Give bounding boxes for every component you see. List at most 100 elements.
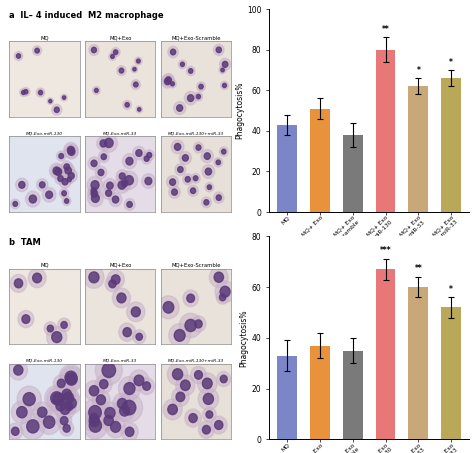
Text: a  IL– 4 induced  M2 macrophage: a IL– 4 induced M2 macrophage <box>9 11 164 20</box>
Circle shape <box>88 187 101 201</box>
Circle shape <box>221 68 224 72</box>
Circle shape <box>110 54 114 58</box>
Circle shape <box>215 420 223 429</box>
Circle shape <box>187 294 194 303</box>
Circle shape <box>181 380 190 390</box>
Circle shape <box>55 399 75 420</box>
Circle shape <box>95 166 107 179</box>
Circle shape <box>95 356 122 385</box>
Circle shape <box>89 44 99 55</box>
Circle shape <box>134 82 138 87</box>
Circle shape <box>117 66 126 76</box>
Circle shape <box>126 157 133 165</box>
Circle shape <box>178 60 186 69</box>
Circle shape <box>52 104 62 115</box>
Circle shape <box>207 185 211 189</box>
Circle shape <box>171 49 176 55</box>
Circle shape <box>89 386 99 396</box>
Circle shape <box>11 199 20 209</box>
Circle shape <box>65 371 77 384</box>
Title: MQ+Exo-Scramble: MQ+Exo-Scramble <box>171 263 220 268</box>
Circle shape <box>134 375 144 386</box>
Circle shape <box>51 396 70 416</box>
Circle shape <box>119 68 124 73</box>
Circle shape <box>13 202 18 207</box>
Circle shape <box>103 178 117 193</box>
Circle shape <box>107 270 124 289</box>
Circle shape <box>47 387 70 411</box>
Circle shape <box>100 402 120 424</box>
Text: *: * <box>449 58 453 67</box>
Circle shape <box>166 176 179 188</box>
Circle shape <box>125 102 129 107</box>
Circle shape <box>216 290 229 304</box>
Circle shape <box>123 100 131 109</box>
Text: **: ** <box>382 25 389 34</box>
Text: *: * <box>417 66 420 75</box>
Circle shape <box>147 153 152 158</box>
Circle shape <box>171 140 184 154</box>
Circle shape <box>91 160 97 167</box>
Circle shape <box>119 323 136 341</box>
Circle shape <box>92 390 110 410</box>
Circle shape <box>63 96 66 99</box>
Circle shape <box>163 302 174 313</box>
Circle shape <box>114 177 129 193</box>
Circle shape <box>142 173 155 188</box>
Title: MQ+Exo-Scramble: MQ+Exo-Scramble <box>171 35 220 40</box>
Circle shape <box>136 106 143 113</box>
Circle shape <box>214 192 224 203</box>
Circle shape <box>102 363 116 377</box>
Circle shape <box>118 177 131 190</box>
Circle shape <box>122 154 137 169</box>
Circle shape <box>176 375 195 395</box>
Circle shape <box>91 47 97 53</box>
Circle shape <box>51 392 63 405</box>
Circle shape <box>194 371 202 379</box>
Circle shape <box>169 323 191 347</box>
Circle shape <box>84 266 104 288</box>
Circle shape <box>37 407 47 417</box>
Circle shape <box>201 149 213 163</box>
Text: *: * <box>449 284 453 294</box>
Circle shape <box>111 48 120 57</box>
Circle shape <box>191 366 206 384</box>
Circle shape <box>49 100 52 103</box>
Circle shape <box>27 420 39 433</box>
Circle shape <box>56 151 66 161</box>
Circle shape <box>63 424 70 432</box>
Circle shape <box>57 386 79 410</box>
Circle shape <box>36 179 48 191</box>
Circle shape <box>9 360 27 380</box>
Circle shape <box>174 329 185 341</box>
Circle shape <box>182 174 193 185</box>
Circle shape <box>204 200 209 205</box>
Circle shape <box>45 386 69 411</box>
Circle shape <box>118 399 127 409</box>
Circle shape <box>145 150 154 160</box>
Circle shape <box>46 191 53 198</box>
Bar <box>409 86 428 212</box>
Circle shape <box>91 190 98 197</box>
Circle shape <box>112 196 119 203</box>
Circle shape <box>163 399 182 420</box>
Circle shape <box>202 165 215 178</box>
Circle shape <box>109 280 116 288</box>
Circle shape <box>210 267 228 287</box>
Circle shape <box>113 393 132 414</box>
Circle shape <box>169 80 176 88</box>
Circle shape <box>83 412 108 439</box>
Bar <box>441 78 461 212</box>
Circle shape <box>144 156 149 161</box>
Y-axis label: Phagocytosis%: Phagocytosis% <box>235 82 244 140</box>
Title: MQ-Exo-miR-130+miR-33: MQ-Exo-miR-130+miR-33 <box>168 131 224 135</box>
Circle shape <box>215 281 235 303</box>
Circle shape <box>88 190 103 207</box>
Circle shape <box>191 173 200 183</box>
Title: MQ-Exo-miR-33: MQ-Exo-miR-33 <box>103 131 137 135</box>
Circle shape <box>221 149 226 154</box>
Bar <box>343 351 363 439</box>
Circle shape <box>204 153 210 159</box>
Circle shape <box>193 142 203 153</box>
Circle shape <box>191 188 196 193</box>
